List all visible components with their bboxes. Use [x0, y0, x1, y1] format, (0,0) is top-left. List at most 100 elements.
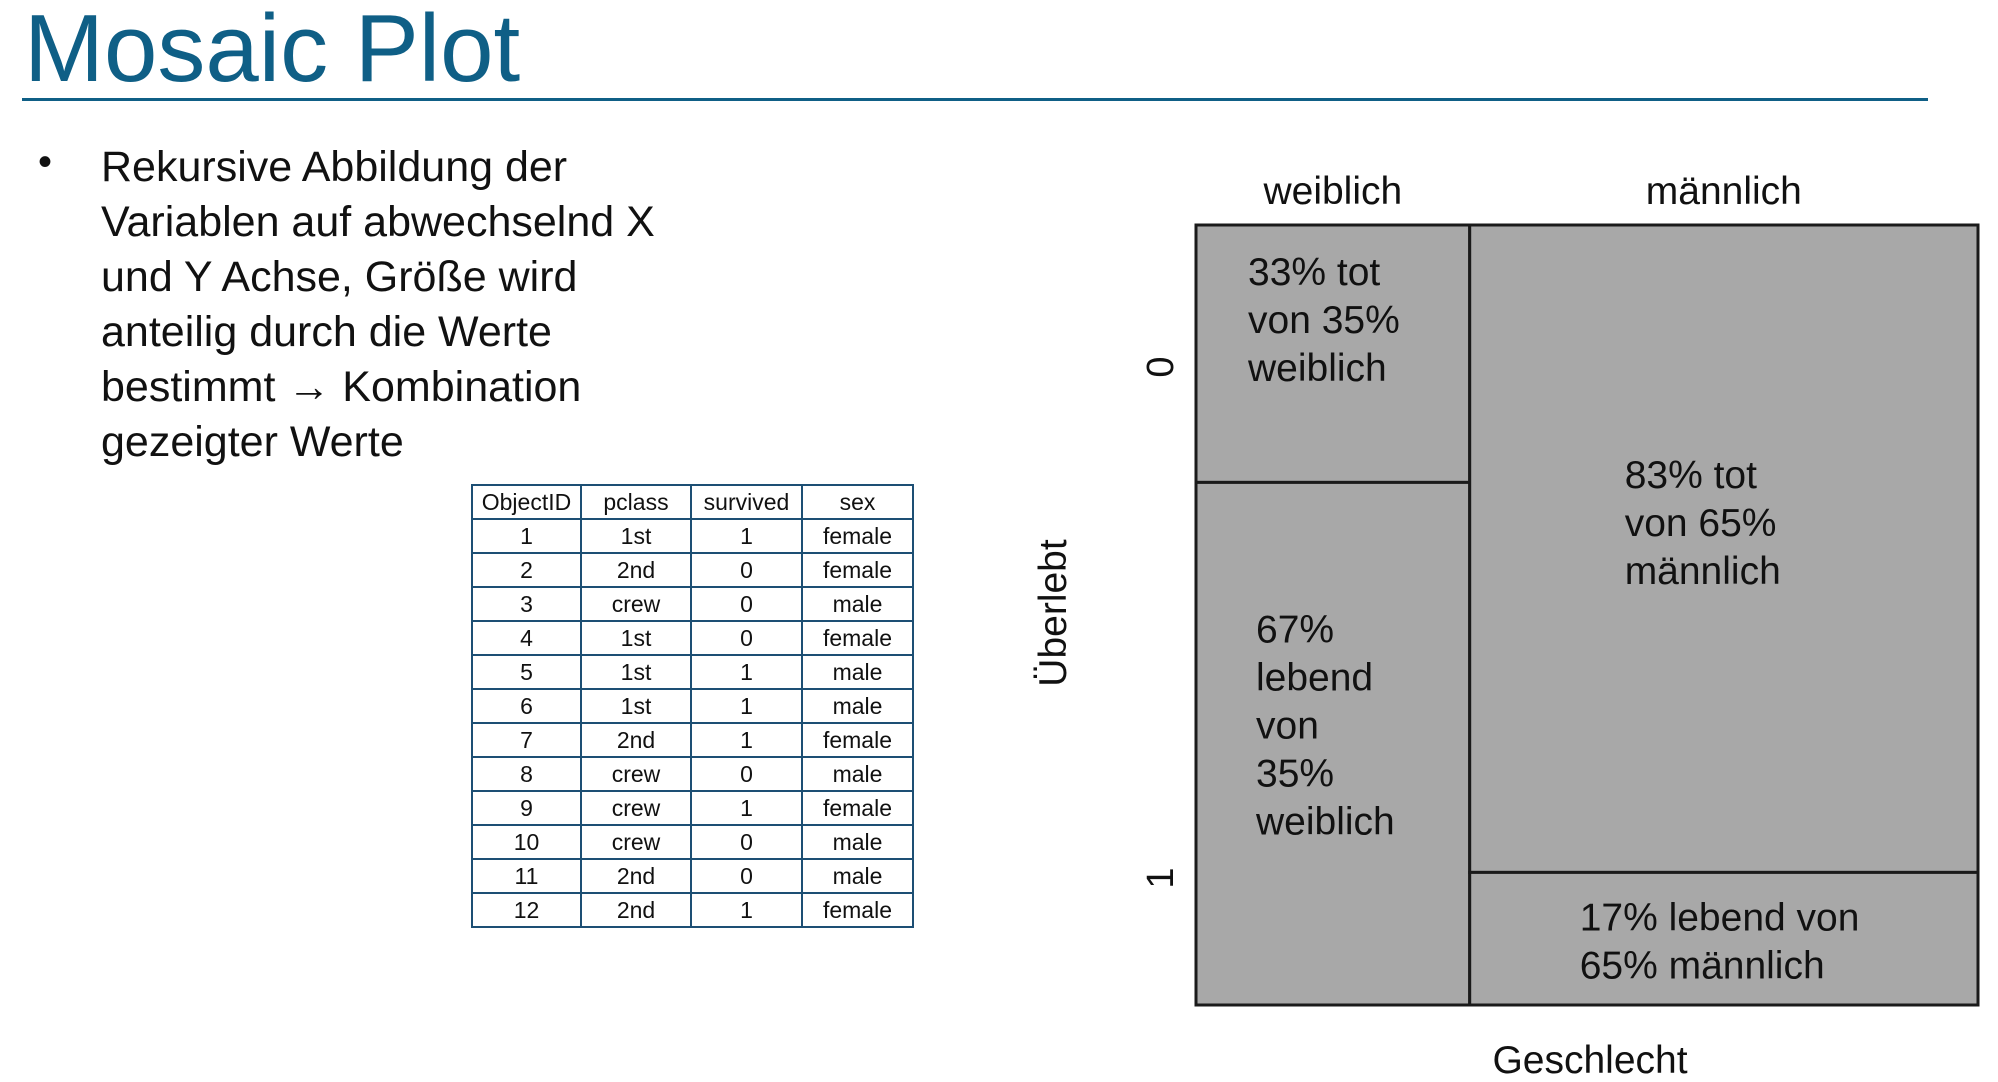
mosaic-cell — [1194, 480, 1472, 1007]
x-category-label: weiblich — [1262, 170, 1402, 213]
mosaic-cell — [1194, 223, 1472, 484]
table-cell: 1 — [690, 790, 803, 826]
table-cell: 1 — [690, 688, 803, 724]
table-row: 6 1st 1 male — [471, 688, 914, 724]
table-row: 2 2nd 0 female — [471, 552, 914, 588]
titanic-data-table: ObjectID pclass survived sex 1 1st 1 female… — [471, 484, 914, 928]
table-cell: female — [801, 790, 914, 826]
table-cell: 0 — [690, 858, 803, 894]
table-cell: crew — [580, 756, 692, 792]
table-cell: 1st — [580, 688, 692, 724]
table-cell: 0 — [690, 620, 803, 656]
table-cell: 8 — [471, 756, 582, 792]
table-cell: 2nd — [580, 552, 692, 588]
slide-title: Mosaic Plot — [24, 0, 521, 102]
mosaic-cell-label: 35% — [1256, 752, 1334, 795]
table-cell: female — [801, 620, 914, 656]
table-cell: 1 — [471, 518, 582, 554]
table-cell: 12 — [471, 892, 582, 928]
column-header: pclass — [580, 484, 692, 520]
y-category-label: 1 — [1140, 867, 1182, 888]
table-cell: 7 — [471, 722, 582, 758]
table-cell: male — [801, 756, 914, 792]
table-cell: crew — [580, 790, 692, 826]
table-row: 10 crew 0 male — [471, 824, 914, 860]
table-cell: 1 — [690, 892, 803, 928]
y-category-label: 0 — [1140, 356, 1182, 377]
mosaic-cell-label: von 65% — [1625, 502, 1777, 545]
mosaic-cell-label: männlich — [1625, 550, 1781, 593]
table-cell: 3 — [471, 586, 582, 622]
table-cell: male — [801, 688, 914, 724]
table-cell: 5 — [471, 654, 582, 690]
table-cell: 1st — [580, 518, 692, 554]
table-cell: 0 — [690, 586, 803, 622]
table-body: 1 1st 1 female 2 2nd 0 female 3 crew 0 male 4 1st 0 fem… — [471, 518, 914, 928]
table-cell: male — [801, 586, 914, 622]
x-category-label: männlich — [1646, 170, 1802, 213]
mosaic-cell-label: weiblich — [1255, 800, 1395, 843]
table-cell: female — [801, 892, 914, 928]
table-cell: 2nd — [580, 858, 692, 894]
mosaic-cell-label: 17% lebend von — [1580, 896, 1860, 939]
bullet-text: Rekursive Abbildung der Variablen auf ab… — [101, 140, 741, 470]
table-cell: female — [801, 552, 914, 588]
table-cell: 11 — [471, 858, 582, 894]
table-cell: 1 — [690, 518, 803, 554]
bullet-line: gezeigter Werte — [101, 418, 404, 466]
table-cell: male — [801, 858, 914, 894]
table-cell: 2nd — [580, 722, 692, 758]
bullet-line: Rekursive Abbildung der — [101, 143, 568, 191]
table-header-row: ObjectID pclass survived sex — [471, 484, 914, 520]
bullet-line: bestimmt → Kombination — [101, 363, 582, 411]
table-row: 11 2nd 0 male — [471, 858, 914, 894]
mosaic-cell-label: lebend — [1256, 656, 1373, 699]
table-cell: 6 — [471, 688, 582, 724]
table-cell: 10 — [471, 824, 582, 860]
mosaic-cell-label: 65% männlich — [1580, 944, 1825, 987]
bullet-line: Variablen auf abwechselnd X — [101, 198, 655, 246]
table-cell: 0 — [690, 552, 803, 588]
table-cell: 4 — [471, 620, 582, 656]
bullet-line: und Y Achse, Größe wird — [101, 253, 578, 301]
mosaic-cell — [1468, 870, 1980, 1007]
table-row: 5 1st 1 male — [471, 654, 914, 690]
mosaic-cell — [1468, 223, 1980, 874]
table-cell: crew — [580, 824, 692, 860]
table-row: 12 2nd 1 female — [471, 892, 914, 928]
table-cell: male — [801, 824, 914, 860]
table-cell: 1 — [690, 722, 803, 758]
table-cell: 9 — [471, 790, 582, 826]
table-cell: 1st — [580, 654, 692, 690]
table-row: 7 2nd 1 female — [471, 722, 914, 758]
table-cell: 2 — [471, 552, 582, 588]
table-cell: male — [801, 654, 914, 690]
mosaic-cell-label: 67% — [1256, 608, 1334, 651]
table-cell: 1st — [580, 620, 692, 656]
column-header: sex — [801, 484, 914, 520]
table-cell: 0 — [690, 756, 803, 792]
mosaic-cell-label: 83% tot — [1625, 454, 1757, 497]
column-header: ObjectID — [471, 484, 582, 520]
mosaic-cell-label: von — [1256, 704, 1319, 747]
mosaic-cell-label: weiblich — [1247, 347, 1387, 390]
table-cell: 1 — [690, 654, 803, 690]
bullet-line: anteilig durch die Werte — [101, 308, 552, 356]
table-cell: crew — [580, 586, 692, 622]
x-axis-title: Geschlecht — [1492, 1039, 1687, 1082]
mosaic-cell-label: 33% tot — [1248, 251, 1380, 294]
title-underline — [22, 98, 1928, 101]
table-row: 8 crew 0 male — [471, 756, 914, 792]
y-axis-title: Überlebt — [1032, 539, 1075, 687]
table-cell: 2nd — [580, 892, 692, 928]
table-row: 9 crew 1 female — [471, 790, 914, 826]
table-cell: female — [801, 518, 914, 554]
table-cell: 0 — [690, 824, 803, 860]
table-row: 1 1st 1 female — [471, 518, 914, 554]
table-row: 3 crew 0 male — [471, 586, 914, 622]
table-cell: female — [801, 722, 914, 758]
mosaic-cell-label: von 35% — [1248, 299, 1400, 342]
column-header: survived — [690, 484, 803, 520]
table-row: 4 1st 0 female — [471, 620, 914, 656]
